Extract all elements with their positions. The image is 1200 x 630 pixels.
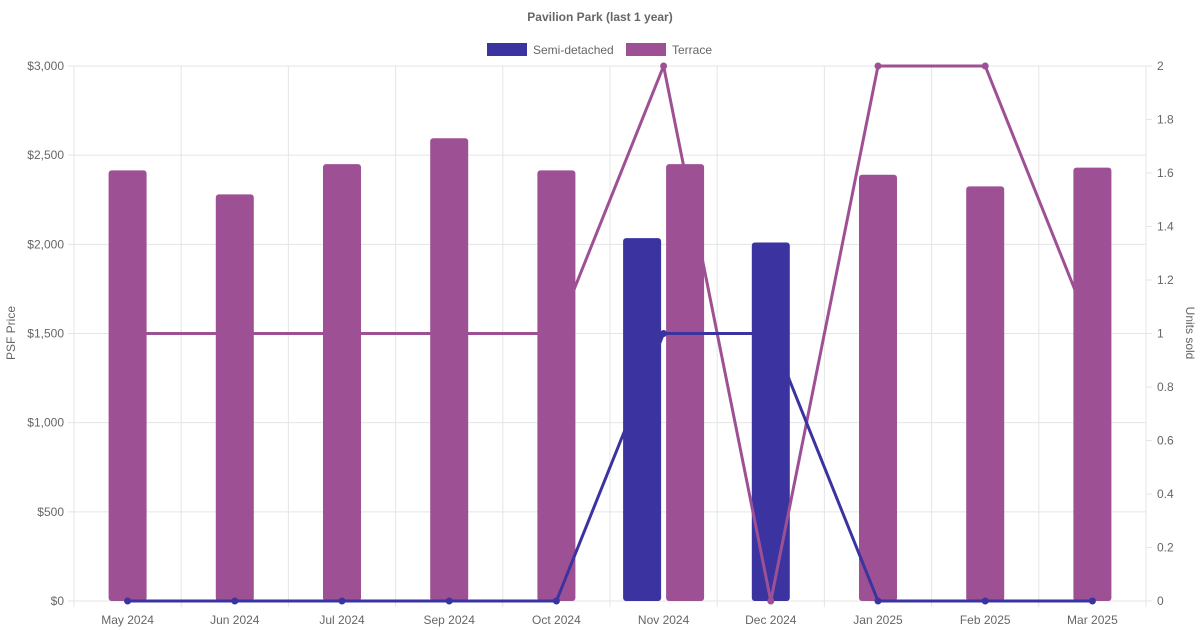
y2-tick-label: 1.8	[1157, 113, 1174, 127]
point-semi-detached	[874, 597, 882, 605]
unit-lines	[124, 62, 1096, 605]
x-tick-label: Jul 2024	[319, 613, 365, 627]
point-terrace	[445, 330, 453, 337]
legend-item-semi-detached[interactable]: Semi-detached	[487, 43, 614, 57]
point-semi-detached	[981, 597, 989, 605]
point-terrace	[338, 330, 346, 337]
y2-tick-label: 1.2	[1157, 273, 1174, 287]
point-terrace	[981, 62, 989, 70]
bar-terrace	[430, 138, 469, 601]
x-tick-label: Feb 2025	[960, 613, 1011, 627]
legend-label-semi-detached: Semi-detached	[533, 43, 614, 57]
legend-item-terrace[interactable]: Terrace	[626, 43, 712, 57]
x-tick-label: Nov 2024	[638, 613, 690, 627]
bar-terrace	[966, 186, 1005, 601]
y2-tick-label: 0.6	[1157, 434, 1174, 448]
y2-tick-label: 0	[1157, 594, 1164, 608]
bar-terrace	[666, 164, 705, 602]
legend-swatch-semi-detached	[487, 43, 527, 56]
point-terrace	[767, 597, 775, 605]
legend: Semi-detached Terrace	[487, 43, 712, 57]
bars	[108, 138, 1112, 602]
y2-tick-label: 1.4	[1157, 220, 1174, 234]
point-terrace	[1088, 330, 1096, 337]
bar-terrace	[108, 170, 147, 601]
bar-semi-detached	[623, 238, 662, 601]
y-tick-label: $2,500	[27, 148, 64, 162]
legend-swatch-terrace	[626, 43, 666, 56]
point-semi-detached	[660, 330, 668, 337]
point-semi-detached	[231, 597, 239, 605]
y2-tick-label: 0.4	[1157, 487, 1174, 501]
x-tick-label: May 2024	[101, 613, 154, 627]
point-semi-detached	[552, 597, 560, 605]
point-terrace	[874, 62, 882, 70]
y2-tick-label: 1.6	[1157, 166, 1174, 180]
point-semi-detached	[445, 597, 453, 605]
y-tick-label: $2,000	[27, 237, 64, 251]
point-semi-detached	[124, 597, 132, 605]
point-terrace	[552, 330, 560, 337]
point-semi-detached	[767, 330, 775, 337]
chart-title: Pavilion Park (last 1 year)	[527, 10, 672, 24]
x-tick-label: Jun 2024	[210, 613, 260, 627]
line-semi-detached	[127, 332, 1093, 603]
point-semi-detached	[1088, 597, 1096, 605]
legend-label-terrace: Terrace	[672, 43, 712, 57]
point-terrace	[660, 62, 668, 70]
bar-terrace	[323, 164, 361, 602]
x-tick-label: Oct 2024	[532, 613, 581, 627]
axes: $0 $500 $1,000 $1,500 $2,000 $2,500 $3,000 0 0.2…	[27, 59, 1174, 627]
y-tick-label: $500	[37, 505, 64, 519]
y2-tick-label: 0.2	[1157, 541, 1174, 555]
point-semi-detached	[338, 597, 346, 605]
y-tick-label: $1,500	[27, 327, 64, 341]
y2-tick-label: 1	[1157, 327, 1164, 341]
y2-tick-label: 2	[1157, 59, 1164, 73]
x-tick-label: Sep 2024	[424, 613, 476, 627]
point-terrace	[124, 330, 132, 337]
x-tick-label: Mar 2025	[1067, 613, 1118, 627]
y-tick-label: $1,000	[27, 416, 64, 430]
y2-tick-label: 0.8	[1157, 380, 1174, 394]
y-axis-title: PSF Price	[4, 306, 18, 360]
line-terrace	[127, 64, 1094, 603]
x-tick-label: Dec 2024	[745, 613, 797, 627]
bar-semi-detached	[751, 242, 790, 602]
y2-axis-title: Units sold	[1183, 307, 1197, 360]
bar-terrace	[537, 170, 576, 601]
y-tick-label: $0	[51, 594, 65, 608]
bar-terrace	[215, 194, 254, 601]
y-tick-label: $3,000	[27, 59, 64, 73]
bar-terrace	[1073, 167, 1112, 601]
bar-terrace	[859, 174, 897, 602]
point-terrace	[231, 330, 239, 337]
x-tick-label: Jan 2025	[853, 613, 903, 627]
